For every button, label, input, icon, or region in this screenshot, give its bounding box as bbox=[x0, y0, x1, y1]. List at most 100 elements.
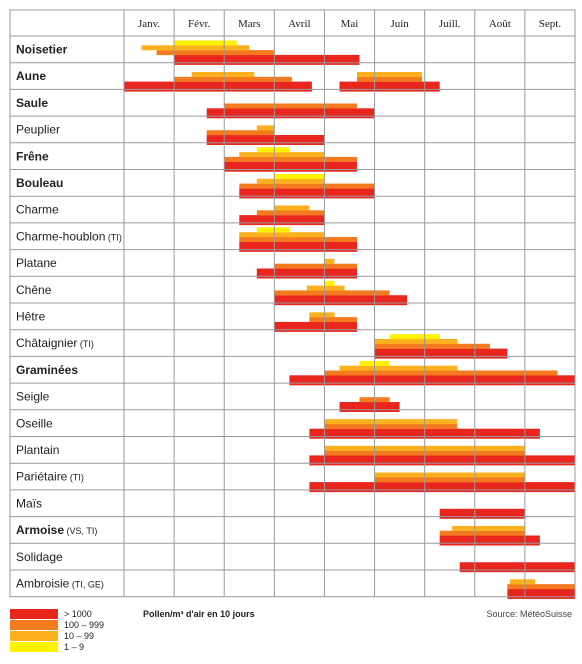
legend-swatch-level-2 bbox=[10, 620, 58, 630]
plant-label: Seigle bbox=[16, 390, 50, 404]
bar-bouleau-level-4 bbox=[274, 174, 325, 179]
bar-fr-ne-level-2 bbox=[224, 156, 357, 162]
bar-charme-houblon-level-2 bbox=[239, 237, 358, 242]
plant-label: Aune bbox=[16, 69, 46, 83]
legend-swatch-level-1 bbox=[10, 609, 58, 619]
legend-title: Pollen/m³ d'air en 10 jours bbox=[143, 609, 255, 619]
month-label: Juill. bbox=[439, 18, 461, 30]
month-label: Sept. bbox=[539, 18, 562, 30]
bar-fr-ne-level-4 bbox=[256, 147, 290, 153]
month-label: Janv. bbox=[138, 18, 160, 30]
bar-fr-ne-level-1 bbox=[224, 161, 357, 172]
month-label: Août bbox=[489, 18, 511, 30]
month-labels: Janv. Févr. Mars Avril Mai Juin Juill. Août Sept… bbox=[138, 18, 561, 30]
legend-label: 100 – 999 bbox=[64, 620, 104, 630]
bar-bouleau-level-3 bbox=[256, 178, 325, 184]
plant-label: Oseille bbox=[16, 416, 53, 430]
bar-aune-level-3 bbox=[191, 72, 255, 77]
bar-peuplier-level-2 bbox=[206, 130, 275, 136]
bar-ch-ne-level-3 bbox=[306, 285, 345, 291]
plant-label: Saule bbox=[16, 96, 48, 110]
bar-charme-houblon-level-4 bbox=[256, 227, 290, 233]
bar-pari-taire-level-3 bbox=[374, 472, 525, 478]
bar-peuplier-level-3 bbox=[256, 125, 275, 131]
bar-plantain-level-1 bbox=[309, 455, 575, 466]
bar-aune-level-3 bbox=[357, 72, 423, 77]
legend-swatch-level-3 bbox=[10, 631, 58, 641]
bar-ch-taignier-level-3 bbox=[374, 339, 458, 344]
bar-platane-level-1 bbox=[256, 268, 357, 279]
plant-label: Peuplier bbox=[16, 123, 60, 137]
month-label: Mars bbox=[238, 18, 261, 30]
bar-ambroisie-level-3 bbox=[509, 579, 535, 585]
bar-armoise-level-2 bbox=[439, 530, 525, 536]
plant-label: Armoise (VS, TI) bbox=[16, 523, 97, 537]
bar-charme-houblon-level-3 bbox=[239, 232, 325, 238]
plant-label: Ambroisie (TI, GE) bbox=[16, 577, 104, 591]
bar-gramin-es-level-2 bbox=[324, 370, 558, 376]
bar-oseille-level-2 bbox=[324, 423, 458, 429]
bar-armoise-level-3 bbox=[452, 525, 525, 531]
bar-pari-taire-level-1 bbox=[309, 482, 575, 493]
plant-label: Frêne bbox=[16, 149, 49, 163]
plant-label: Hêtre bbox=[16, 310, 46, 324]
bar-ch-ne-level-2 bbox=[274, 290, 390, 296]
bar-ch-taignier-level-4 bbox=[389, 334, 440, 340]
bars-layer bbox=[124, 40, 575, 599]
bar-aune-level-2 bbox=[174, 76, 292, 82]
bar-ma-s-level-1 bbox=[439, 508, 525, 519]
bar-platane-level-2 bbox=[274, 263, 357, 269]
plant-label: Pariétaire (TI) bbox=[16, 470, 84, 484]
plant-label: Plantain bbox=[16, 443, 59, 457]
month-label: Juin bbox=[390, 18, 409, 30]
plant-label: Graminées bbox=[16, 363, 78, 377]
bar-h-tre-level-2 bbox=[309, 317, 357, 323]
bar-h-tre-level-3 bbox=[309, 312, 335, 318]
plant-label: Charme-houblon (TI) bbox=[16, 229, 122, 243]
bar-aune-level-2 bbox=[357, 76, 423, 82]
bar-aune-level-1 bbox=[339, 81, 440, 92]
bar-aune-level-1 bbox=[124, 81, 312, 92]
bar-charme-level-2 bbox=[256, 210, 325, 216]
bar-seigle-level-1 bbox=[339, 402, 400, 412]
plant-label: Noisetier bbox=[16, 43, 68, 57]
plant-label: Châtaignier (TI) bbox=[16, 336, 94, 350]
bar-pari-taire-level-2 bbox=[374, 477, 525, 483]
grid-layer bbox=[9, 9, 576, 598]
bar-charme-houblon-level-1 bbox=[239, 241, 358, 252]
month-label: Févr. bbox=[188, 18, 211, 30]
month-label: Avril bbox=[288, 18, 310, 30]
bar-solidage-level-1 bbox=[459, 562, 575, 573]
plant-labels: Noisetier Aune Saule Peuplier Frêne Bouleau Ch… bbox=[16, 43, 122, 591]
bar-gramin-es-level-1 bbox=[289, 375, 575, 386]
bar-saule-level-2 bbox=[224, 103, 357, 109]
bar-bouleau-level-2 bbox=[239, 183, 375, 189]
bar-ch-ne-level-1 bbox=[274, 295, 408, 306]
legend-label: > 1000 bbox=[64, 609, 92, 619]
bar-ambroisie-level-1 bbox=[507, 588, 575, 599]
bar-charme-level-1 bbox=[239, 215, 325, 226]
bar-oseille-level-3 bbox=[324, 419, 458, 425]
bar-fr-ne-level-3 bbox=[239, 152, 325, 158]
bar-noisetier-level-1 bbox=[174, 54, 360, 65]
plant-label: Chêne bbox=[16, 283, 52, 297]
plant-label: Charme bbox=[16, 203, 59, 217]
bar-peuplier-level-1 bbox=[206, 135, 325, 145]
bar-noisetier-level-4 bbox=[174, 40, 237, 46]
legend-label: 1 – 9 bbox=[64, 642, 84, 652]
bar-noisetier-level-2 bbox=[156, 50, 275, 56]
plant-label: Solidage bbox=[16, 550, 63, 564]
source-credit: Source: MétéoSuisse bbox=[486, 609, 572, 619]
legend-swatch-level-4 bbox=[10, 642, 58, 652]
bar-h-tre-level-1 bbox=[274, 321, 357, 332]
plant-label: Maïs bbox=[16, 496, 42, 510]
bar-platane-level-3 bbox=[324, 258, 335, 264]
bar-ch-taignier-level-2 bbox=[374, 343, 490, 349]
bar-ch-taignier-level-1 bbox=[374, 348, 508, 359]
bar-ch-ne-level-4 bbox=[324, 280, 335, 286]
bar-noisetier-level-3 bbox=[141, 45, 250, 51]
bar-armoise-level-1 bbox=[439, 535, 540, 546]
bar-bouleau-level-1 bbox=[239, 188, 375, 199]
